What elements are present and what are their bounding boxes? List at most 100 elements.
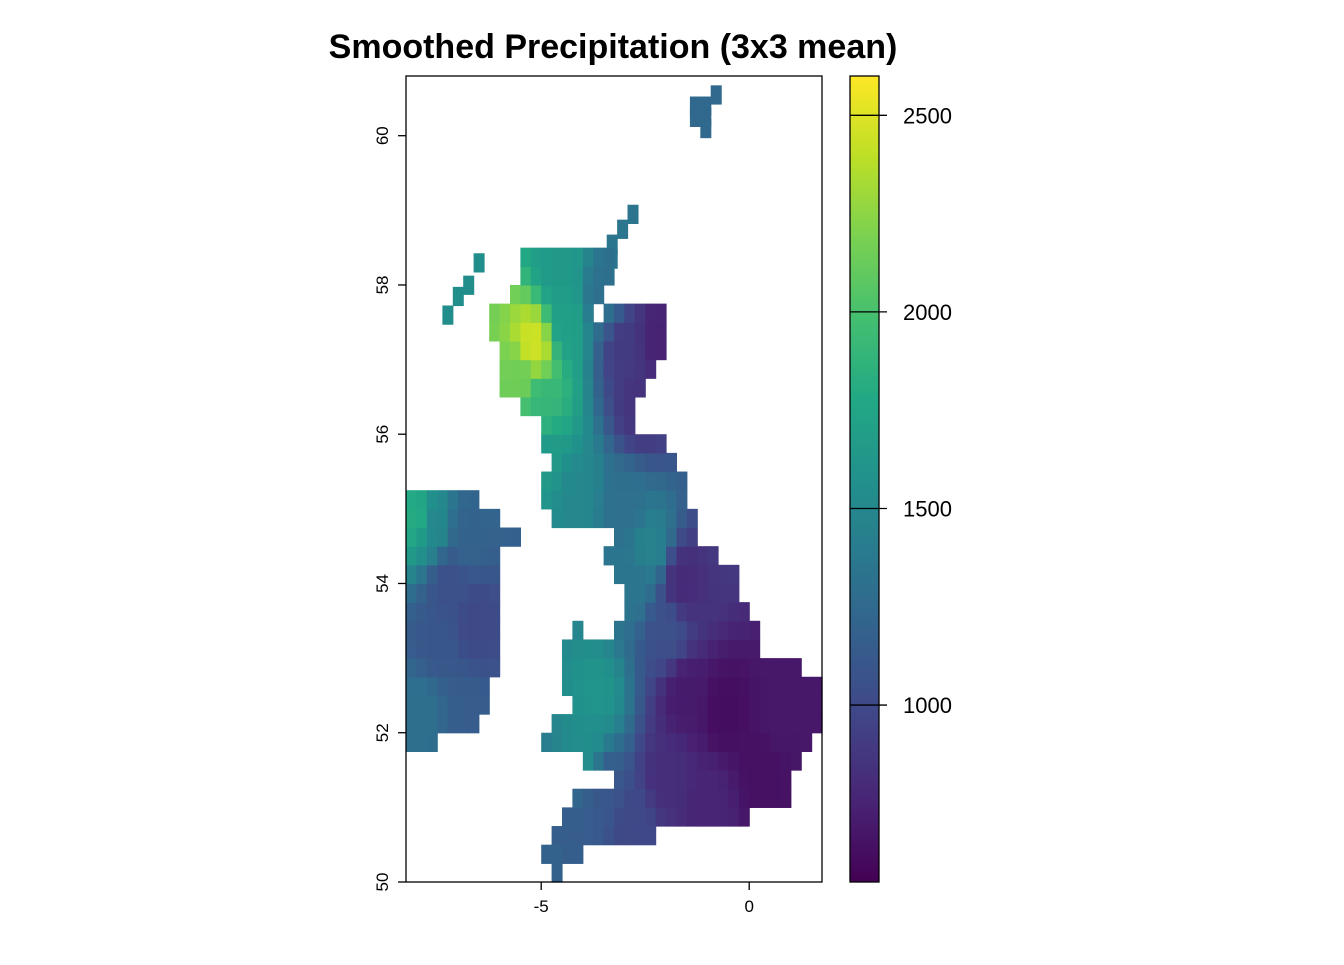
map-cell: [614, 415, 625, 435]
map-cell: [447, 546, 459, 566]
map-cell: [738, 751, 750, 771]
map-cell: [458, 676, 469, 697]
map-cell: [655, 508, 667, 529]
map-cell: [468, 508, 480, 529]
map-cell: [530, 396, 542, 417]
map-cell: [603, 452, 615, 473]
map-cell: [593, 434, 605, 454]
map-cell: [447, 583, 459, 603]
map-cell: [738, 695, 750, 715]
map-cell: [614, 732, 625, 752]
map-cell: [666, 452, 677, 473]
map-cell: [728, 695, 740, 715]
map-cell: [582, 658, 594, 678]
map-cell: [624, 322, 636, 342]
x-axis: -5 0: [534, 882, 754, 916]
map-cell: [614, 434, 625, 454]
map-cell: [676, 471, 688, 491]
map-cell: [614, 303, 625, 323]
map-cell: [749, 695, 761, 715]
map-cell: [447, 639, 459, 659]
map-cell: [551, 378, 563, 398]
map-cell: [541, 359, 553, 379]
map-cell: [458, 658, 469, 678]
map-cell: [458, 714, 469, 734]
map-cell: [582, 452, 594, 473]
map-cell: [499, 359, 511, 379]
map-cell: [478, 658, 490, 678]
map-cell: [468, 658, 480, 678]
map-cell: [530, 247, 542, 267]
map-cell: [697, 658, 709, 678]
map-cell: [520, 359, 532, 379]
map-cell: [406, 695, 417, 715]
map-cell: [458, 508, 469, 529]
map-cell: [437, 546, 449, 566]
map-cell: [603, 751, 615, 771]
map-cell: [738, 639, 750, 659]
map-cell: [468, 490, 480, 510]
map-cell: [489, 602, 501, 622]
map-cell: [697, 732, 709, 752]
chart-title: Smoothed Precipitation (3x3 mean): [329, 28, 898, 66]
map-cell: [728, 714, 740, 734]
map-cell: [541, 434, 553, 454]
map-cell: [478, 695, 490, 715]
map-cell: [603, 639, 615, 659]
map-cell: [593, 695, 605, 715]
map-cell: [634, 583, 646, 603]
map-cell: [416, 527, 428, 547]
map-cell: [738, 658, 750, 678]
map-cell: [697, 751, 709, 771]
map-cell: [700, 107, 712, 127]
map-cell: [655, 676, 667, 697]
map-cell: [468, 583, 480, 603]
map-cell: [655, 583, 667, 603]
map-cell: [582, 322, 594, 342]
map-cell: [562, 266, 573, 286]
map-cell: [676, 602, 688, 622]
map-cell: [551, 359, 563, 379]
map-cell: [634, 826, 646, 846]
map-cell: [520, 378, 532, 398]
map-cell: [738, 714, 750, 734]
y-tick-label: 56: [373, 425, 392, 444]
map-cell: [437, 508, 449, 529]
map-cell: [689, 107, 701, 127]
map-cell: [416, 583, 428, 603]
map-cell: [645, 340, 657, 361]
map-cell: [686, 788, 698, 808]
map-cell: [624, 546, 636, 566]
map-cell: [551, 452, 563, 473]
map-cell: [624, 751, 636, 771]
map-cell: [582, 415, 594, 435]
map-cell: [426, 695, 438, 715]
map-cell: [686, 695, 698, 715]
map-cell: [541, 844, 553, 864]
map-cell: [562, 844, 573, 864]
map-cell: [572, 676, 584, 697]
map-cell: [655, 434, 667, 454]
map-cell: [499, 322, 511, 342]
map-cell: [634, 788, 646, 808]
map-cell: [551, 508, 563, 529]
map-cell: [447, 658, 459, 678]
map-cell: [478, 527, 490, 547]
map-cell: [551, 826, 563, 846]
map-cell: [634, 546, 646, 566]
map-cell: [582, 695, 594, 715]
map-cell: [406, 658, 417, 678]
map-cell: [572, 508, 584, 529]
map-cell: [718, 770, 729, 790]
y-tick-label: 60: [373, 126, 392, 145]
colorbar-tick-label: 1500: [903, 496, 952, 521]
map-cell: [614, 322, 625, 342]
map-cell: [478, 639, 490, 659]
map-cell: [406, 732, 417, 752]
map-cell: [718, 602, 729, 622]
map-cell: [645, 695, 657, 715]
map-cell: [551, 471, 563, 491]
map-cell: [624, 396, 636, 417]
map-cell: [728, 788, 740, 808]
map-cell: [676, 639, 688, 659]
